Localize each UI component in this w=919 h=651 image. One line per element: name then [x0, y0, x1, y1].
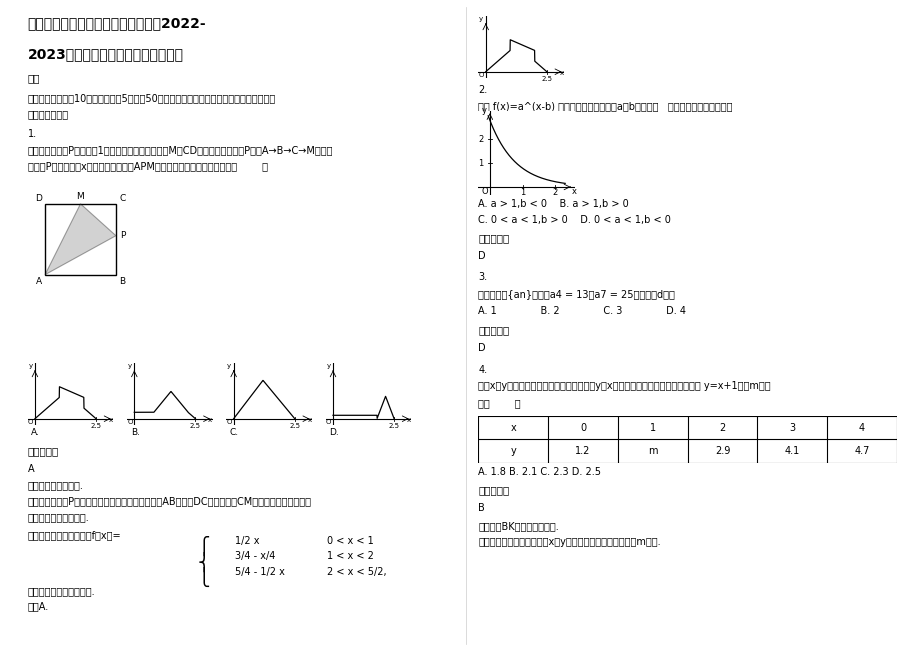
Text: x: x: [208, 417, 212, 423]
Text: B: B: [119, 277, 125, 286]
Polygon shape: [45, 204, 116, 275]
Text: D.: D.: [329, 428, 339, 437]
Text: 参考答案：: 参考答案：: [478, 485, 509, 495]
Text: 为（        ）: 为（ ）: [478, 398, 520, 408]
Text: 2: 2: [478, 135, 482, 144]
Text: 4: 4: [858, 422, 864, 433]
Text: 2023学年高二数学理月考试卷含解析: 2023学年高二数学理月考试卷含解析: [28, 48, 184, 62]
Text: y: y: [482, 106, 486, 115]
Text: 1/2 x: 1/2 x: [234, 536, 259, 546]
Text: x: x: [406, 417, 411, 423]
Text: 3/4 - x/4: 3/4 - x/4: [234, 551, 275, 561]
Text: 【分析】根据表中数据计算x，y，代入回归直线方程中求出m的值.: 【分析】根据表中数据计算x，y，代入回归直线方程中求出m的值.: [478, 537, 661, 547]
Text: A: A: [36, 277, 41, 286]
Text: 一、: 一、: [28, 74, 40, 83]
Text: 1: 1: [478, 159, 482, 167]
Text: ⎧: ⎧: [198, 536, 210, 556]
Text: O: O: [127, 419, 132, 425]
Text: 4.7: 4.7: [854, 446, 868, 456]
Text: 2.: 2.: [478, 85, 487, 94]
Text: C.: C.: [230, 428, 239, 437]
Text: 2.5: 2.5: [189, 423, 200, 429]
Text: C: C: [119, 193, 125, 202]
Text: ⎩: ⎩: [198, 567, 210, 587]
Text: 符合题目要求的: 符合题目要求的: [28, 109, 69, 119]
Text: 4.1: 4.1: [784, 446, 800, 456]
Text: B.: B.: [130, 428, 140, 437]
Text: 2 < x < 5/2,: 2 < x < 5/2,: [326, 567, 386, 577]
Text: 2.9: 2.9: [714, 446, 730, 456]
Text: 选择题：本大题共10小题，每小题5分，共50分。在每小题给出的四个选项中，只有是一个: 选择题：本大题共10小题，每小题5分，共50分。在每小题给出的四个选项中，只有是…: [28, 93, 276, 103]
Text: A. 1              B. 2              C. 3              D. 4: A. 1 B. 2 C. 3 D. 4: [478, 306, 686, 316]
Text: ，以点P经过的路程x为自变量，三角形APM的面积函数的图象形状大致是（        ）: ，以点P经过的路程x为自变量，三角形APM的面积函数的图象形状大致是（ ）: [28, 161, 267, 171]
Text: 【解答】解：根据题意得f（x）=: 【解答】解：根据题意得f（x）=: [28, 531, 121, 540]
Text: x: x: [510, 422, 516, 433]
Text: 【考点】BK：线性回归方程.: 【考点】BK：线性回归方程.: [478, 521, 559, 531]
Text: x: x: [571, 187, 576, 196]
Text: D: D: [478, 251, 485, 260]
Text: x: x: [108, 417, 113, 423]
Text: A.: A.: [31, 428, 40, 437]
Text: C. 0 < a < 1,b > 0    D. 0 < a < 1,b < 0: C. 0 < a < 1,b > 0 D. 0 < a < 1,b < 0: [478, 215, 671, 225]
Text: y: y: [28, 363, 32, 368]
Text: 参考答案：: 参考答案：: [28, 446, 59, 456]
Text: 3.: 3.: [478, 272, 487, 282]
Text: y: y: [510, 446, 516, 456]
Text: 1 < x < 2: 1 < x < 2: [326, 551, 373, 561]
Text: 函数 f(x)=a^(x-b) 的图象如图所示，其中a、b为常数，   则下列结论正确的是（）: 函数 f(x)=a^(x-b) 的图象如图所示，其中a、b为常数， 则下列结论正…: [478, 102, 732, 111]
Text: O: O: [478, 72, 483, 78]
Text: 2.5: 2.5: [289, 423, 300, 429]
Text: y: y: [128, 363, 131, 368]
Text: 如右图所示，点P在边长为1的正方形的边上运动，设M是CD边的中点，则当点P沿着A→B→C→M运动时: 如右图所示，点P在边长为1的正方形的边上运动，设M是CD边的中点，则当点P沿着A…: [28, 145, 333, 155]
Text: 【考点】函数的图象.: 【考点】函数的图象.: [28, 480, 84, 490]
Text: A: A: [28, 464, 34, 473]
Text: O: O: [325, 419, 331, 425]
Text: D: D: [478, 343, 485, 353]
Text: 。分段函数出图象即可.: 。分段函数出图象即可.: [28, 512, 89, 522]
Text: x: x: [307, 417, 312, 423]
Text: x: x: [559, 70, 563, 76]
Text: 2.5: 2.5: [388, 423, 399, 429]
Text: 4.: 4.: [478, 365, 487, 374]
Text: 2.5: 2.5: [90, 423, 101, 429]
Text: 故选A.: 故选A.: [28, 602, 49, 611]
Text: y: y: [227, 363, 231, 368]
Text: O: O: [28, 419, 33, 425]
Text: 分段函数图象分段画即可.: 分段函数图象分段画即可.: [28, 586, 96, 596]
Text: 在等差数列{an}中，若a4 = 13，a7 = 25，则公差d等于: 在等差数列{an}中，若a4 = 13，a7 = 25，则公差d等于: [478, 289, 675, 299]
Text: 已知x，y的取值如表，画散点图分析可知，y与x线性相关，且求得回归直线方程为 y=x+1，则m的值: 已知x，y的取值如表，画散点图分析可知，y与x线性相关，且求得回归直线方程为 y…: [478, 381, 770, 391]
Text: m: m: [647, 446, 657, 456]
Text: 【分析】随着点P的位置的不同，讨论三种情形即在AB上，在DC上，以及在CM上分别建立面积的函数: 【分析】随着点P的位置的不同，讨论三种情形即在AB上，在DC上，以及在CM上分别…: [28, 496, 312, 506]
Text: 2: 2: [719, 422, 725, 433]
Text: B: B: [478, 503, 484, 512]
Text: 0: 0: [579, 422, 585, 433]
Text: A. a > 1,b < 0    B. a > 1,b > 0: A. a > 1,b < 0 B. a > 1,b > 0: [478, 199, 629, 208]
Text: 0 < x < 1: 0 < x < 1: [326, 536, 373, 546]
Text: D: D: [35, 193, 42, 202]
Text: O: O: [226, 419, 232, 425]
Text: 1.2: 1.2: [574, 446, 590, 456]
Text: 3: 3: [789, 422, 795, 433]
Text: 参考答案：: 参考答案：: [478, 233, 509, 243]
Text: O: O: [482, 187, 488, 196]
Text: P: P: [120, 231, 126, 240]
Text: 5/4 - 1/2 x: 5/4 - 1/2 x: [234, 567, 284, 577]
Text: ⎨: ⎨: [198, 551, 210, 572]
Text: y: y: [326, 363, 330, 368]
Text: A. 1.8 B. 2.1 C. 2.3 D. 2.5: A. 1.8 B. 2.1 C. 2.3 D. 2.5: [478, 467, 601, 477]
Text: y: y: [479, 16, 482, 21]
Text: 2.5: 2.5: [540, 76, 551, 82]
Text: 贵州省遵义市绥阳县蒲场镇蒲场中学2022-: 贵州省遵义市绥阳县蒲场镇蒲场中学2022-: [28, 16, 206, 31]
Text: 参考答案：: 参考答案：: [478, 326, 509, 335]
Text: 1: 1: [519, 188, 525, 197]
Text: M: M: [76, 192, 85, 201]
Text: 2: 2: [552, 188, 557, 197]
Text: 1: 1: [649, 422, 655, 433]
Text: 1.: 1.: [28, 129, 37, 139]
